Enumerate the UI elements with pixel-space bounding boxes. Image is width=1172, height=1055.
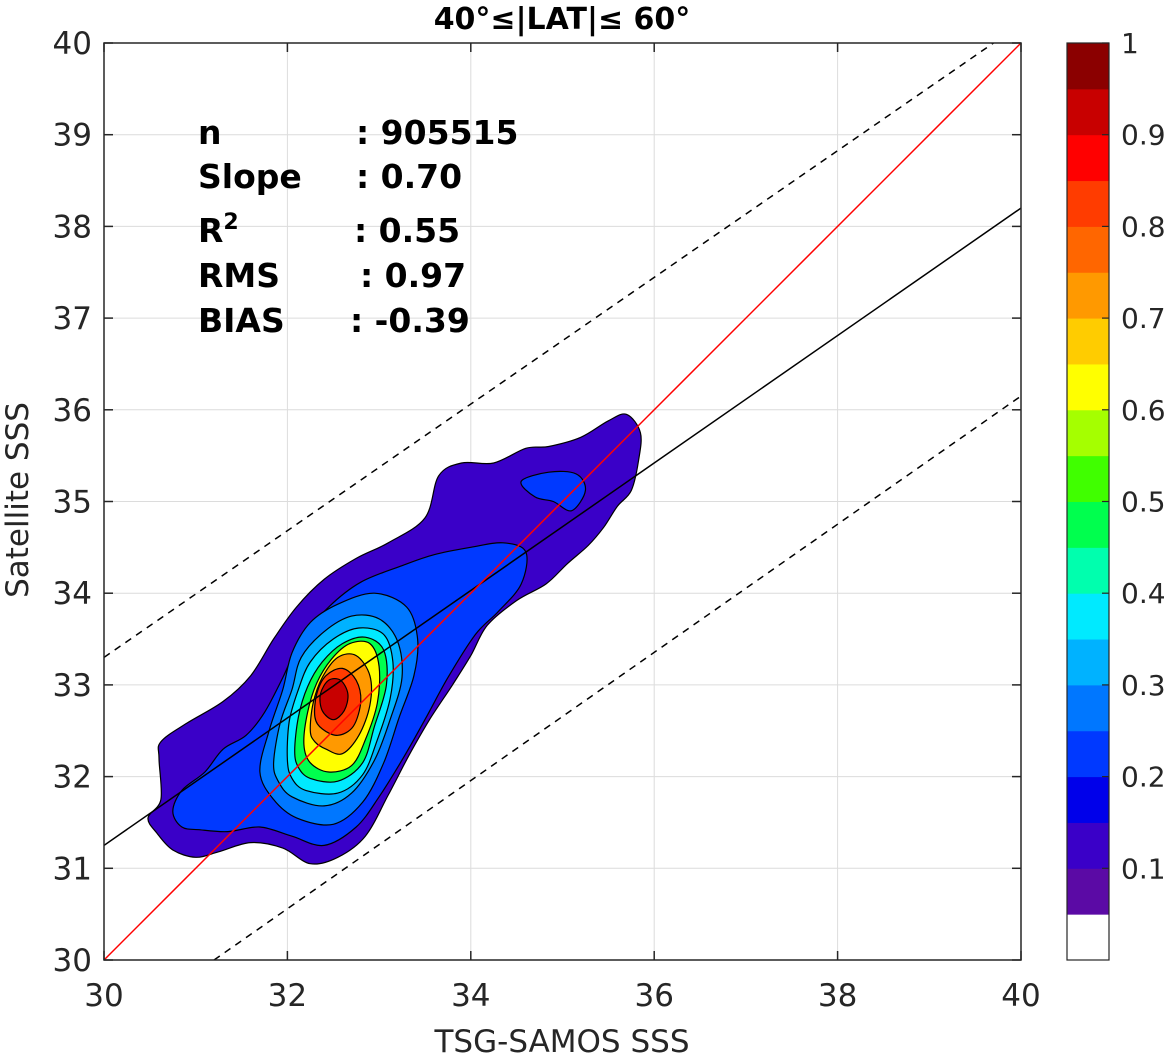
stat-n-value: : 905515 — [356, 113, 518, 152]
contour-level-10 — [319, 677, 349, 721]
colorbar-segment — [1067, 501, 1109, 548]
x-tick-label: 36 — [634, 978, 673, 1014]
y-tick-label: 35 — [53, 485, 92, 521]
stat-bias-value: : -0.39 — [350, 301, 470, 340]
stat-r2-value: : 0.55 — [354, 211, 460, 250]
colorbar-segment — [1067, 318, 1109, 365]
y-tick-label: 37 — [53, 301, 92, 337]
colorbar-tick-label: 1 — [1121, 27, 1139, 60]
y-axis-label: Satellite SSS — [0, 402, 36, 598]
colorbar-tick-label: 0.2 — [1121, 761, 1166, 794]
colorbar-segment — [1067, 363, 1109, 411]
colorbar-segment — [1067, 43, 1109, 90]
colorbar-tick-label: 0.4 — [1121, 577, 1166, 610]
x-tick-label: 32 — [268, 978, 307, 1014]
x-tick-label: 30 — [84, 978, 123, 1014]
colorbar-segment — [1067, 730, 1109, 778]
colorbar-segment — [1067, 88, 1109, 136]
colorbar-segment — [1067, 914, 1109, 961]
colorbar-segment — [1067, 134, 1109, 182]
contour-patch-1 — [520, 470, 587, 512]
colorbar-segment — [1067, 272, 1109, 319]
colorbar-segment — [1067, 684, 1109, 732]
y-tick-label: 31 — [53, 851, 92, 887]
axis-ticks: 30 32 34 36 38 40 30 31 32 33 34 35 36 37 38 39 40 — [53, 26, 1041, 1014]
y-tick-label: 34 — [53, 576, 92, 612]
colorbar-tick-label: 0.3 — [1121, 669, 1166, 702]
colorbar-tick-label: 0.5 — [1121, 486, 1166, 519]
colorbar-segment — [1067, 639, 1109, 686]
colorbar-tick-label: 0.7 — [1121, 302, 1166, 335]
y-tick-label: 33 — [53, 668, 92, 704]
one-to-one-line — [104, 43, 1021, 960]
y-tick-label: 39 — [53, 118, 92, 154]
colorbar-tick-label: 0.1 — [1121, 852, 1166, 885]
y-tick-label: 30 — [53, 943, 92, 979]
y-tick-label: 32 — [53, 760, 92, 796]
colorbar-tick-label: 0.8 — [1121, 210, 1166, 243]
x-tick-label: 38 — [818, 978, 857, 1014]
stat-slope-label: Slope — [198, 157, 302, 196]
y-tick-label: 38 — [53, 209, 92, 245]
colorbar-segment — [1067, 409, 1109, 457]
stat-n-label: n — [198, 113, 222, 152]
colorbar-segment — [1067, 593, 1109, 640]
reference-lines — [104, 43, 1021, 960]
statistics-annotation: n : 905515 Slope : 0.70 R2 : 0.55 RMS : … — [198, 113, 518, 340]
colorbar-segment — [1067, 180, 1109, 227]
colorbar-segment — [1067, 547, 1109, 594]
density-contours — [147, 413, 642, 865]
stat-r2-superscript: 2 — [223, 210, 238, 235]
chart-title: 40°≤|LAT|≤ 60° — [434, 2, 691, 37]
stat-slope-value: : 0.70 — [356, 157, 462, 196]
colorbar-segment — [1067, 226, 1109, 273]
regression-fit-line — [104, 207, 1021, 846]
stat-bias-label: BIAS — [198, 301, 285, 340]
colorbar-segment — [1067, 455, 1109, 502]
stat-r2-letter: R — [198, 211, 223, 250]
y-tick-label: 36 — [53, 393, 92, 429]
x-tick-label: 40 — [1001, 978, 1040, 1014]
colorbar-segment — [1067, 822, 1109, 869]
x-tick-label: 34 — [451, 978, 490, 1014]
colorbar-segment — [1067, 776, 1109, 823]
lower-dashed-line — [213, 395, 1021, 960]
colorbar-tick-label: 0.6 — [1121, 394, 1166, 427]
stat-rms-label: RMS — [198, 256, 280, 295]
colorbar: 0.1 0.2 0.3 0.4 0.5 0.6 0.7 0.8 0.9 1 — [1066, 27, 1166, 961]
colorbar-segment — [1067, 868, 1109, 915]
y-tick-label: 40 — [53, 26, 92, 62]
stat-rms-value: : 0.97 — [360, 256, 466, 295]
colorbar-tick-label: 0.9 — [1121, 119, 1166, 152]
stat-r2-label: R2 — [198, 210, 239, 250]
x-axis-label: TSG-SAMOS SSS — [434, 1024, 690, 1055]
upper-dashed-line — [104, 43, 994, 659]
